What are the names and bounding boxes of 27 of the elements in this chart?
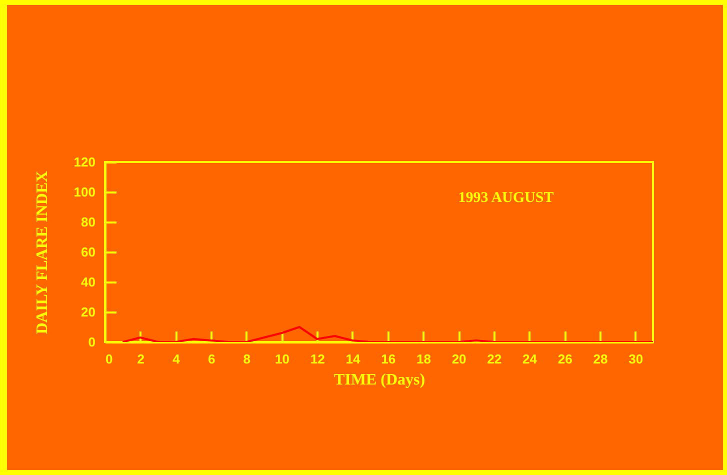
x-tick-label: 28 (593, 352, 608, 366)
x-tick-label: 16 (381, 352, 396, 366)
x-tick-label: 2 (137, 352, 144, 366)
annotation: 1993 AUGUST (458, 190, 554, 206)
x-tick-label: 20 (452, 352, 466, 366)
y-tick-label: 20 (81, 304, 96, 320)
x-tick-label: 10 (275, 352, 290, 366)
x-tick-label: 22 (487, 352, 502, 366)
x-tick-label: 24 (522, 352, 538, 366)
x-axis-title: TIME (Days) (334, 372, 426, 388)
x-tick-label: 12 (310, 352, 325, 366)
x-tick-label: 18 (416, 352, 431, 366)
y-tick-label: 100 (74, 184, 96, 200)
y-tick-label: 80 (81, 214, 96, 230)
y-axis-title: DAILY FLARE INDEX (34, 170, 51, 334)
y-tick-label: 60 (81, 244, 96, 260)
x-tick-label: 4 (172, 352, 181, 366)
x-tick-label: 8 (243, 352, 251, 366)
x-tick-label: 6 (208, 352, 216, 366)
y-tick-label: 40 (81, 274, 96, 290)
line-series (122, 326, 653, 342)
x-tick-label: 0 (106, 352, 113, 366)
x-tick-label: 30 (628, 352, 644, 366)
x-tick-label: 26 (558, 352, 572, 366)
y-tick-label: 120 (74, 154, 96, 170)
y-tick-label: 0 (88, 334, 96, 350)
x-tick-label: 14 (346, 352, 361, 366)
